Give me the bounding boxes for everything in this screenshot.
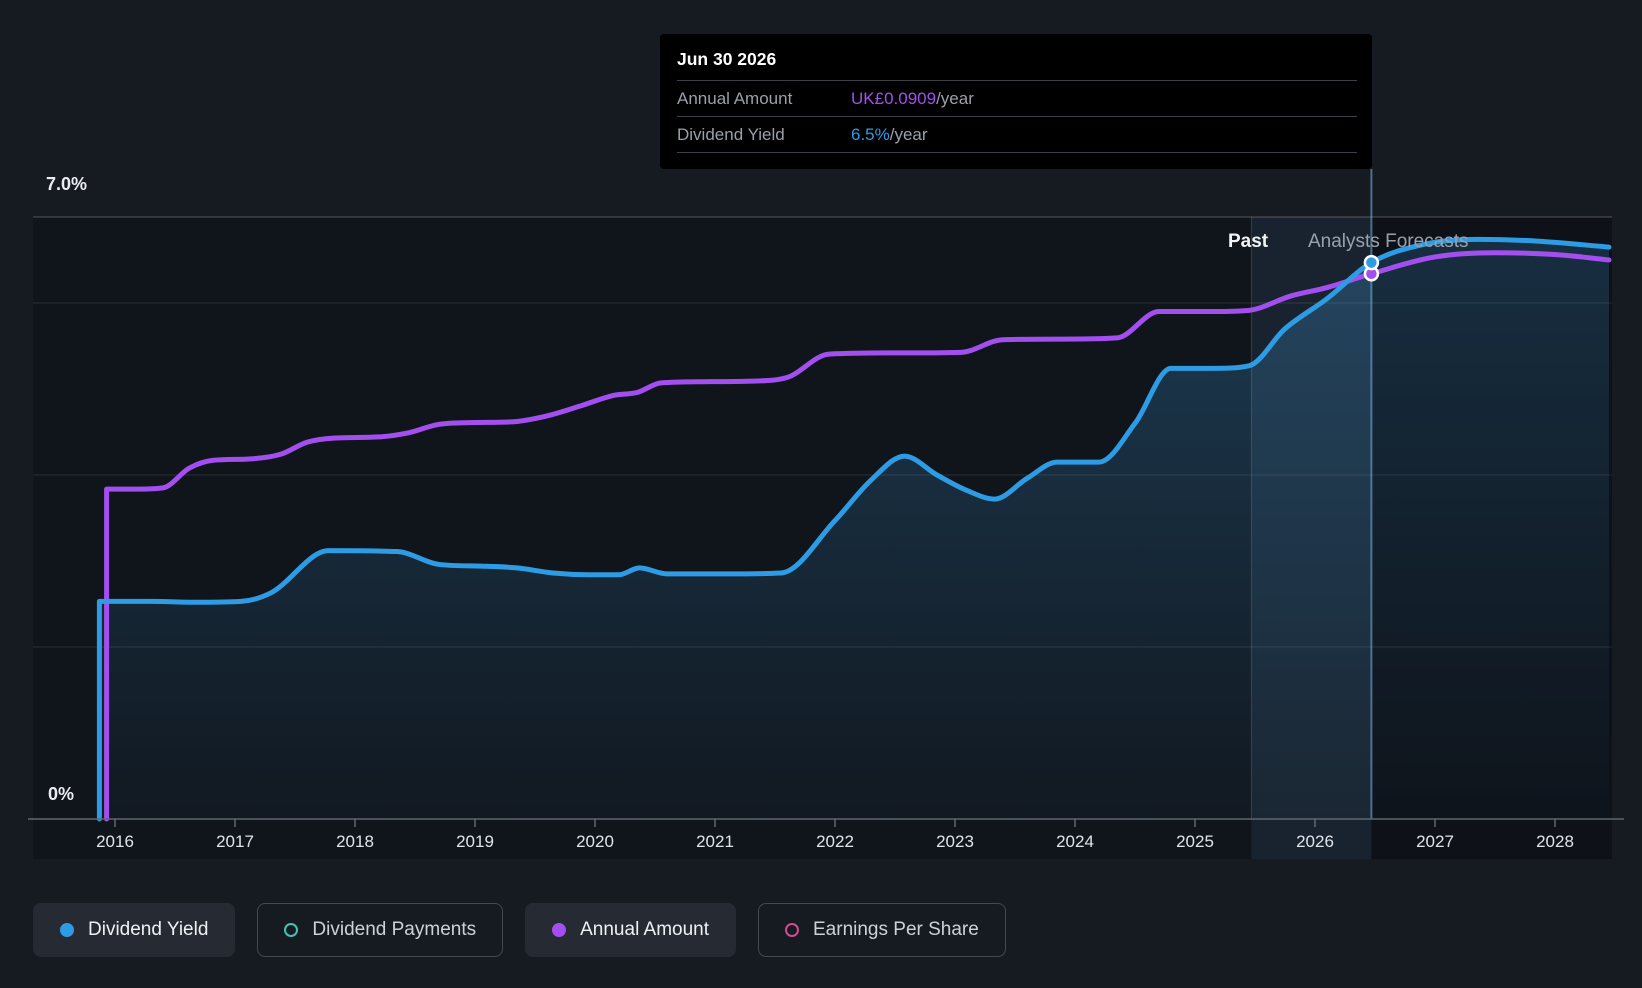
tooltip-label: Annual Amount [677, 88, 793, 108]
tooltip-unit: /year [936, 88, 974, 108]
chart-tooltip: Jun 30 2026 Annual Amount UK£0.0909 /yea… [660, 34, 1372, 169]
marker-dividend-yield[interactable] [1363, 254, 1380, 271]
x-axis-labels: 2016 2017 2018 2019 2020 2021 2022 2023 2024 2025… [0, 832, 1642, 856]
x-axis-year-label: 2020 [576, 832, 614, 851]
tooltip-divider [677, 152, 1357, 153]
dividend-yield-area [99, 239, 1609, 820]
legend-label: Annual Amount [580, 919, 709, 940]
annual-amount-line[interactable] [104, 250, 1612, 822]
chart-legend: Dividend Yield Dividend Payments Annual … [33, 903, 1006, 957]
dividend-payments-ring-icon [284, 923, 299, 937]
tooltip-divider [677, 80, 1357, 81]
x-axis-year-label: 2028 [1536, 832, 1574, 851]
legend-earnings-per-share[interactable]: Earnings Per Share [758, 903, 1006, 957]
after-cursor-shade [1371, 217, 1612, 859]
x-axis-year-label: 2024 [1056, 832, 1094, 851]
tooltip-value: UK£0.0909 [851, 88, 937, 108]
x-axis-year-label: 2022 [816, 832, 854, 851]
tooltip-value: 6.5% [851, 124, 890, 144]
legend-dividend-yield[interactable]: Dividend Yield [33, 903, 236, 957]
tooltip-row-annual-amount: Annual Amount UK£0.0909 /year [677, 81, 1357, 116]
forecast-band [1251, 217, 1372, 859]
tooltip-divider [677, 116, 1357, 117]
analysts-forecasts-label: Analysts Forecasts [1308, 231, 1469, 252]
legend-label: Dividend Payments [312, 919, 477, 940]
y-axis-max-label: 7.0% [46, 174, 88, 194]
past-label: Past [1228, 231, 1269, 252]
tooltip-date: Jun 30 2026 [677, 49, 777, 69]
x-axis-year-label: 2025 [1176, 832, 1214, 851]
x-axis-year-label: 2027 [1416, 832, 1454, 851]
y-axis-min-label: 0% [48, 784, 75, 804]
x-axis-year-label: 2017 [216, 832, 254, 851]
legend-annual-amount[interactable]: Annual Amount [525, 903, 736, 957]
x-axis-year-label: 2021 [696, 832, 734, 851]
dividend-yield-line[interactable] [96, 236, 1612, 822]
legend-label: Earnings Per Share [813, 919, 979, 940]
tooltip-row-dividend-yield: Dividend Yield 6.5% /year [677, 117, 1357, 152]
x-axis-year-label: 2026 [1296, 832, 1334, 851]
earnings-per-share-ring-icon [785, 923, 799, 937]
legend-label: Dividend Yield [88, 919, 209, 940]
tooltip-label: Dividend Yield [677, 124, 785, 144]
x-axis-year-label: 2016 [96, 832, 134, 851]
tooltip-unit: /year [889, 124, 928, 144]
x-axis-year-label: 2018 [336, 832, 374, 851]
dividend-yield-dot-icon [60, 923, 74, 937]
annual-amount-dot-icon [552, 923, 567, 937]
x-axis-year-label: 2019 [456, 832, 494, 851]
x-axis-year-label: 2023 [936, 832, 974, 851]
legend-dividend-payments[interactable]: Dividend Payments [257, 903, 504, 957]
